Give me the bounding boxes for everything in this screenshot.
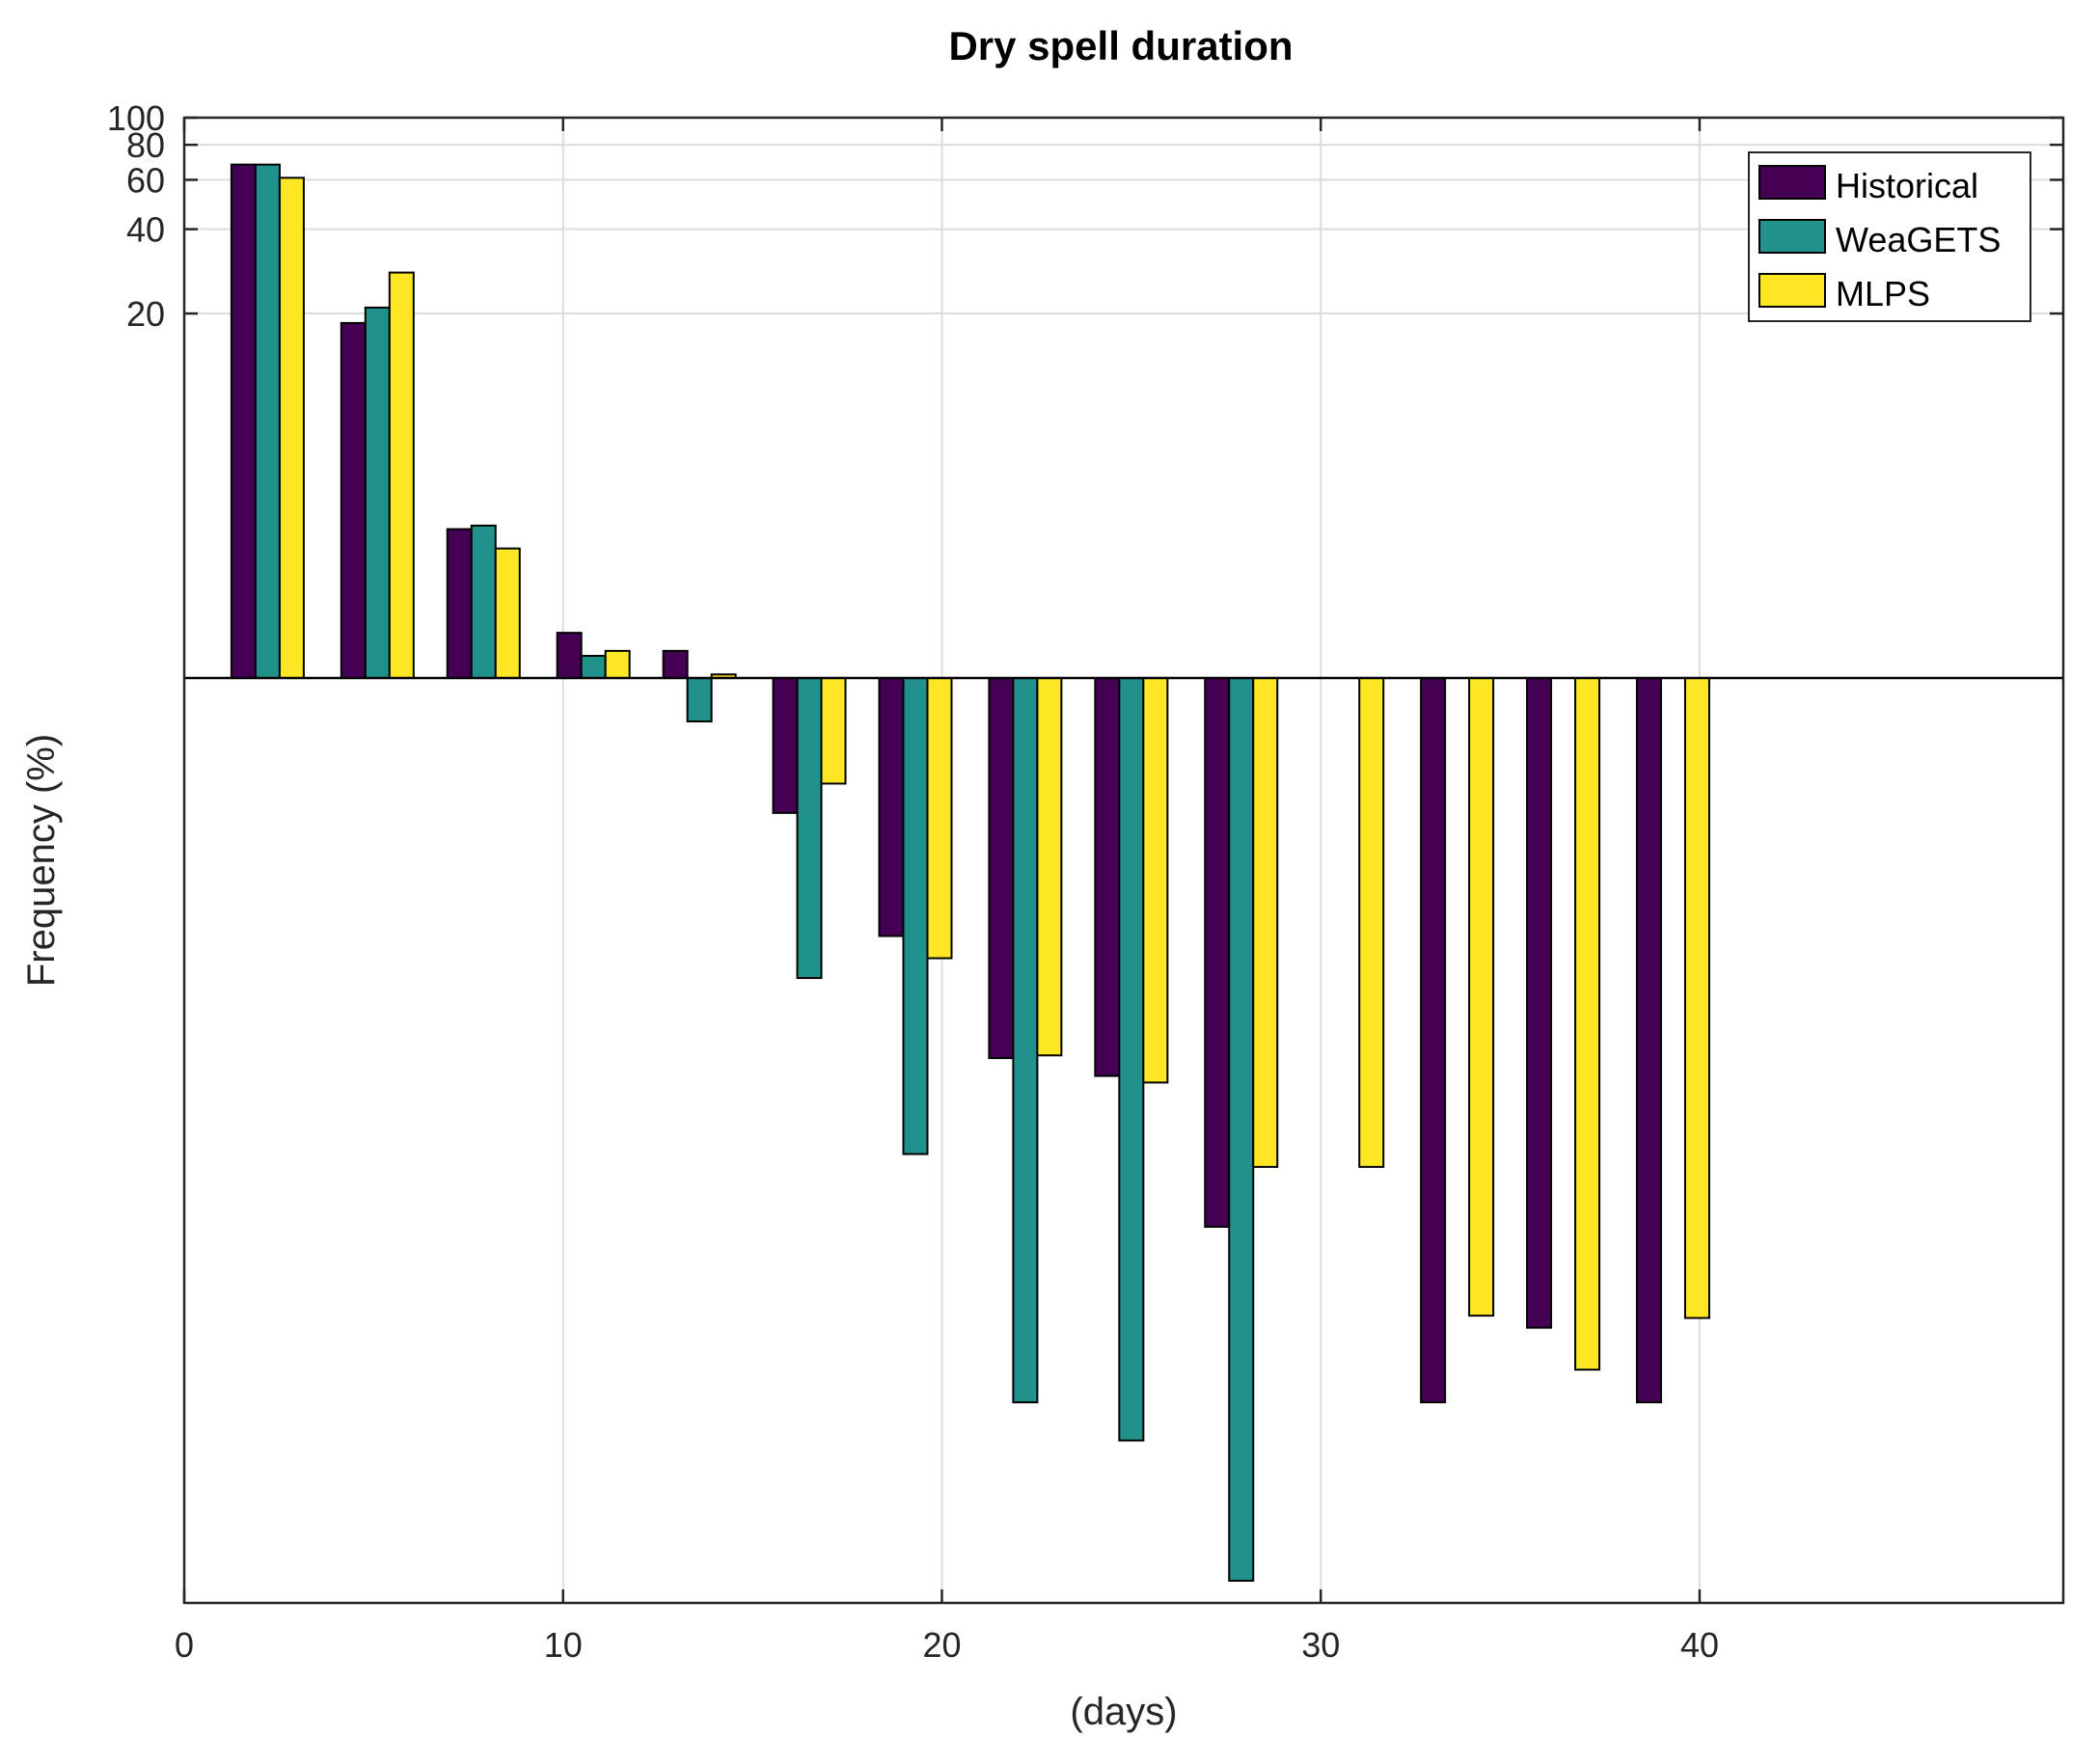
bar-mlps-9 xyxy=(1252,677,1279,1168)
legend-swatch-weagets xyxy=(1758,219,1826,254)
bar-mlps-12 xyxy=(1574,677,1601,1371)
x-tick-label: 0 xyxy=(175,1625,194,1665)
legend-label-mlps: MLPS xyxy=(1836,274,1930,313)
y-tick-label: 80 xyxy=(126,125,165,165)
y-tick-label: 100 xyxy=(107,98,165,138)
bar-mlps-0 xyxy=(278,176,305,680)
bar-mlps-1 xyxy=(388,271,415,680)
bar-historical-12 xyxy=(1526,677,1553,1329)
bar-weagets-8 xyxy=(1118,677,1145,1442)
bar-mlps-11 xyxy=(1468,677,1495,1317)
x-axis-label: (days) xyxy=(1070,1691,1177,1733)
legend-swatch-mlps xyxy=(1758,273,1826,308)
bar-weagets-3 xyxy=(580,655,607,680)
bar-weagets-9 xyxy=(1228,677,1255,1582)
bar-historical-1 xyxy=(340,321,367,680)
bar-historical-4 xyxy=(662,649,689,680)
bar-weagets-1 xyxy=(364,306,391,680)
legend-label-historical: Historical xyxy=(1836,166,1978,205)
bar-mlps-3 xyxy=(604,649,631,680)
x-tick-label: 20 xyxy=(922,1625,961,1665)
bars xyxy=(230,163,1710,1582)
bar-mlps-5 xyxy=(820,677,847,785)
bar-mlps-2 xyxy=(494,547,521,680)
bar-historical-3 xyxy=(556,632,583,680)
legend-swatch-historical xyxy=(1758,165,1826,200)
legend: Historical WeaGETS MLPS xyxy=(1748,151,2031,322)
x-tick-label: 40 xyxy=(1680,1625,1719,1665)
bar-historical-8 xyxy=(1094,677,1121,1077)
bar-weagets-5 xyxy=(796,677,823,980)
x-tick-label: 30 xyxy=(1301,1625,1340,1665)
bar-historical-2 xyxy=(446,528,473,680)
bar-mlps-7 xyxy=(1036,677,1063,1057)
bar-weagets-2 xyxy=(470,524,497,680)
y-tick-label: 20 xyxy=(126,294,165,334)
bar-weagets-6 xyxy=(902,677,929,1155)
legend-label-weagets: WeaGETS xyxy=(1836,220,2001,259)
bar-weagets-0 xyxy=(254,163,281,680)
y-axis-label: Frequency (%) xyxy=(20,734,63,987)
bar-historical-11 xyxy=(1420,677,1447,1403)
bar-historical-6 xyxy=(878,677,905,937)
bar-historical-9 xyxy=(1204,677,1231,1229)
plot-frame xyxy=(182,116,2065,1605)
y-tick-label: 60 xyxy=(126,160,165,200)
chart-title: Dry spell duration xyxy=(948,23,1293,68)
bar-historical-7 xyxy=(988,677,1015,1060)
bar-mlps-13 xyxy=(1683,677,1710,1319)
bar-mlps-8 xyxy=(1142,677,1169,1084)
bar-historical-13 xyxy=(1635,677,1662,1403)
bar-mlps-10 xyxy=(1358,677,1385,1168)
x-tick-label: 10 xyxy=(544,1625,583,1665)
y-tick-label: 40 xyxy=(126,210,165,250)
bar-historical-0 xyxy=(230,163,257,680)
bar-weagets-7 xyxy=(1012,677,1039,1403)
bar-historical-5 xyxy=(772,677,799,814)
bar-mlps-6 xyxy=(926,677,953,960)
bar-weagets-4 xyxy=(686,677,713,723)
